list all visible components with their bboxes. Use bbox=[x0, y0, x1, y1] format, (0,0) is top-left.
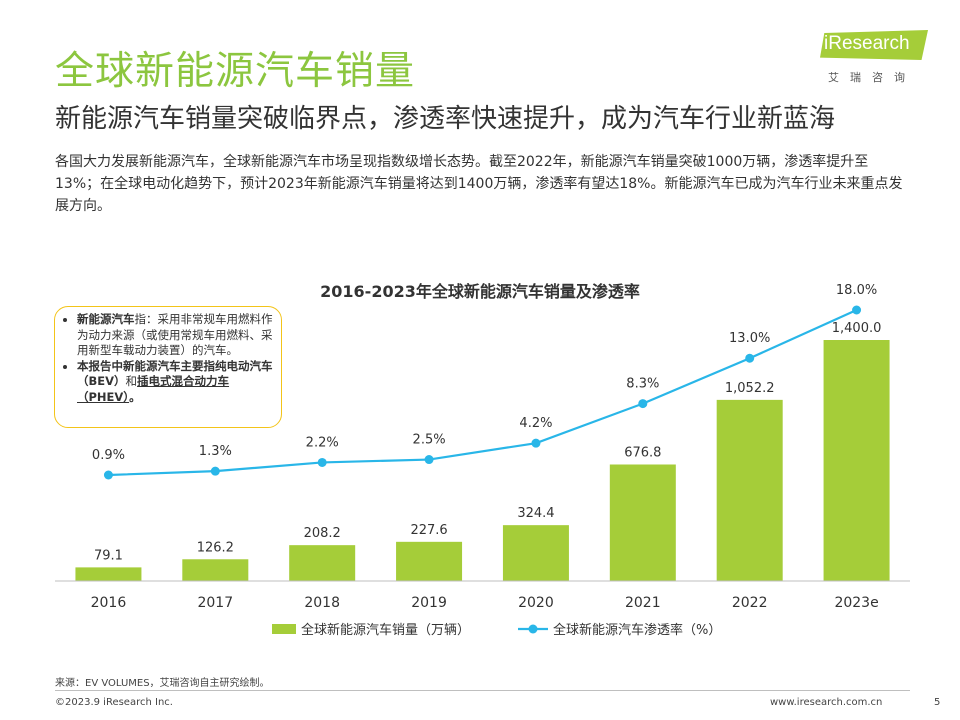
page-number: 5 bbox=[934, 697, 941, 708]
x-tick-label: 2021 bbox=[625, 595, 661, 611]
chart-title: 2016-2023年全球新能源汽车销量及渗透率 bbox=[320, 282, 640, 301]
note-scope-end: 。 bbox=[129, 389, 141, 404]
note-item-scope: 本报告中新能源汽车主要指纯电动汽车（BEV）和插电式混合动力车（PHEV）。 bbox=[77, 359, 273, 406]
website-url: www.iresearch.com.cn bbox=[770, 697, 883, 708]
sales-bar bbox=[823, 340, 890, 581]
penetration-label: 4.2% bbox=[519, 416, 552, 431]
penetration-point bbox=[103, 470, 113, 480]
sales-bar-label: 1,400.0 bbox=[832, 321, 882, 336]
legend-bar-label: 全球新能源汽车销量（万辆） bbox=[301, 622, 470, 638]
sales-bar bbox=[289, 545, 356, 581]
sales-bar-label: 227.6 bbox=[410, 523, 447, 538]
page-title: 全球新能源汽车销量 bbox=[55, 49, 416, 94]
note-term: 新能源汽车 bbox=[77, 312, 135, 326]
legend-line-marker bbox=[528, 624, 538, 634]
penetration-point bbox=[638, 399, 648, 409]
sales-bar bbox=[609, 464, 676, 581]
sales-bar bbox=[182, 559, 249, 581]
note-scope-and: 和 bbox=[125, 374, 138, 388]
legend-bar-swatch bbox=[272, 624, 296, 634]
note-scope-bev: 本报告中新能源汽车主要指纯电动汽车（BEV） bbox=[77, 358, 273, 389]
penetration-point bbox=[531, 438, 541, 448]
logo-subtitle: 艾瑞咨询 bbox=[828, 71, 916, 84]
iresearch-logo: iResearch 艾瑞咨询 bbox=[820, 30, 932, 90]
penetration-point bbox=[745, 353, 755, 363]
x-tick-label: 2018 bbox=[304, 595, 340, 611]
x-tick-label: 2016 bbox=[91, 595, 127, 611]
note-scope-phev: 插电式混合动力车（PHEV） bbox=[77, 374, 230, 404]
sales-bar-label: 1,052.2 bbox=[725, 381, 775, 396]
penetration-point bbox=[210, 466, 220, 476]
note-item-definition: 新能源汽车指：采用非常规车用燃料作为动力来源（或使用常规车用燃料、采用新型车载动… bbox=[77, 312, 273, 359]
penetration-label: 1.3% bbox=[199, 444, 232, 459]
penetration-label: 13.0% bbox=[729, 331, 770, 346]
sales-bar-label: 676.8 bbox=[624, 445, 661, 460]
sales-bar-label: 324.4 bbox=[517, 506, 554, 521]
x-tick-label: 2020 bbox=[518, 595, 554, 611]
sales-bar bbox=[716, 399, 783, 581]
sales-bar bbox=[75, 567, 142, 581]
page-subtitle: 新能源汽车销量突破临界点，渗透率快速提升，成为汽车行业新蓝海 bbox=[55, 104, 836, 134]
page-description: 各国大力发展新能源汽车，全球新能源汽车市场呈现指数级增长态势。截至2022年，新… bbox=[55, 154, 903, 214]
footer-divider bbox=[55, 690, 910, 691]
sales-bar-label: 79.1 bbox=[94, 548, 123, 563]
source-note: 来源：EV VOLUMES，艾瑞咨询自主研究绘制。 bbox=[55, 678, 270, 689]
x-tick-label: 2017 bbox=[197, 595, 233, 611]
penetration-point bbox=[852, 305, 862, 315]
sales-bar-label: 208.2 bbox=[304, 526, 341, 541]
penetration-point bbox=[317, 457, 327, 467]
note-definition-text: 指：采用非常规车用燃料作为动力来源（或使用常规车用燃料、采用新型车载动力装置）的… bbox=[77, 312, 273, 357]
x-tick-label: 2023e bbox=[834, 595, 878, 611]
penetration-label: 2.2% bbox=[306, 435, 339, 450]
penetration-line bbox=[108, 308, 858, 477]
penetration-label: 2.5% bbox=[413, 433, 446, 448]
x-tick-label: 2022 bbox=[732, 595, 768, 611]
logo-brand: iResearch bbox=[824, 33, 910, 54]
legend-line-label: 全球新能源汽车渗透率（%） bbox=[553, 622, 721, 638]
x-tick-label: 2019 bbox=[411, 595, 447, 611]
copyright: ©2023.9 iResearch Inc. bbox=[55, 697, 173, 708]
definition-note: 新能源汽车指：采用非常规车用燃料作为动力来源（或使用常规车用燃料、采用新型车载动… bbox=[54, 306, 282, 428]
sales-bar-label: 126.2 bbox=[197, 540, 234, 555]
penetration-label: 18.0% bbox=[836, 283, 877, 298]
penetration-point bbox=[424, 455, 434, 465]
penetration-label: 0.9% bbox=[92, 448, 125, 463]
penetration-label: 8.3% bbox=[626, 377, 659, 392]
logo-mark bbox=[820, 30, 928, 60]
sales-bar bbox=[502, 525, 569, 581]
sales-bar bbox=[396, 541, 463, 581]
